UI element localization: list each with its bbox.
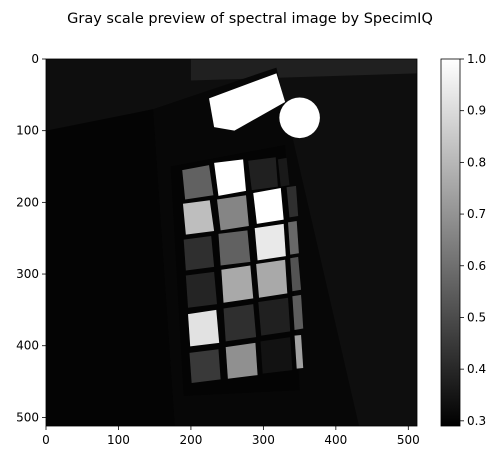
y-tick-label: 400 bbox=[16, 339, 39, 353]
y-tick-label: 300 bbox=[16, 267, 39, 281]
patch-r2-c0 bbox=[183, 236, 215, 271]
patch-r2-c2 bbox=[254, 223, 286, 261]
plot-area bbox=[46, 59, 417, 426]
patch-r0-c1 bbox=[214, 159, 246, 196]
x-tick-label: 100 bbox=[107, 433, 130, 447]
colorbar-tick-label: 0.8 bbox=[467, 155, 486, 169]
colorbar-tick-label: 0.6 bbox=[467, 259, 486, 273]
patch-r4-c2 bbox=[258, 297, 291, 336]
y-tick-label: 0 bbox=[31, 52, 39, 66]
left-shadow bbox=[46, 109, 175, 426]
patch-r2-c3 bbox=[288, 220, 299, 255]
patch-r2-c1 bbox=[218, 230, 251, 266]
patch-r3-c2 bbox=[256, 259, 288, 298]
colorbar-tick-label: 0.7 bbox=[467, 207, 486, 221]
patch-r5-c0 bbox=[189, 349, 221, 383]
patch-r4-c3 bbox=[292, 294, 304, 330]
patch-r0-c0 bbox=[182, 165, 214, 200]
white-strip bbox=[209, 73, 286, 131]
colorbar-tick-label: 0.5 bbox=[467, 310, 486, 324]
patch-r1-c0 bbox=[182, 200, 215, 235]
y-tick-label: 500 bbox=[16, 410, 39, 424]
colorbar-tick-label: 1.0 bbox=[467, 52, 486, 66]
patch-r3-c1 bbox=[221, 265, 254, 303]
colorbar-tick-label: 0.9 bbox=[467, 104, 486, 118]
x-tick-label: 200 bbox=[179, 433, 202, 447]
y-tick-label: 200 bbox=[16, 195, 39, 209]
y-tick-label: 100 bbox=[16, 124, 39, 138]
patch-r3-c0 bbox=[185, 271, 218, 308]
patch-r4-c1 bbox=[223, 304, 257, 342]
x-tick-label: 0 bbox=[42, 433, 50, 447]
patch-r0-c2 bbox=[248, 157, 278, 191]
patch-r4-c0 bbox=[188, 309, 220, 347]
patch-r1-c3 bbox=[286, 185, 299, 218]
patch-r1-c2 bbox=[253, 188, 284, 224]
top-wall bbox=[190, 59, 417, 81]
white-disk bbox=[279, 97, 320, 139]
patch-r5-c1 bbox=[225, 342, 258, 379]
x-tick-label: 400 bbox=[324, 433, 347, 447]
x-tick-label: 500 bbox=[397, 433, 420, 447]
colorbar-tick-label: 0.4 bbox=[467, 362, 486, 376]
patch-r3-c3 bbox=[290, 256, 302, 292]
patch-r1-c1 bbox=[217, 195, 249, 231]
patch-r0-c3 bbox=[277, 157, 290, 187]
colorbar-tick-label: 0.3 bbox=[467, 414, 486, 428]
chart-title: Gray scale preview of spectral image by … bbox=[67, 11, 433, 27]
plot-frame bbox=[45, 58, 418, 427]
patch-r5-c3 bbox=[294, 334, 304, 369]
patch-r5-c2 bbox=[260, 337, 293, 374]
x-tick-label: 300 bbox=[252, 433, 275, 447]
colorbar-ticks: 0.3 0.4 0.5 0.6 0.7 0.8 0.9 1.0 bbox=[460, 52, 486, 428]
colorbar bbox=[440, 58, 461, 427]
